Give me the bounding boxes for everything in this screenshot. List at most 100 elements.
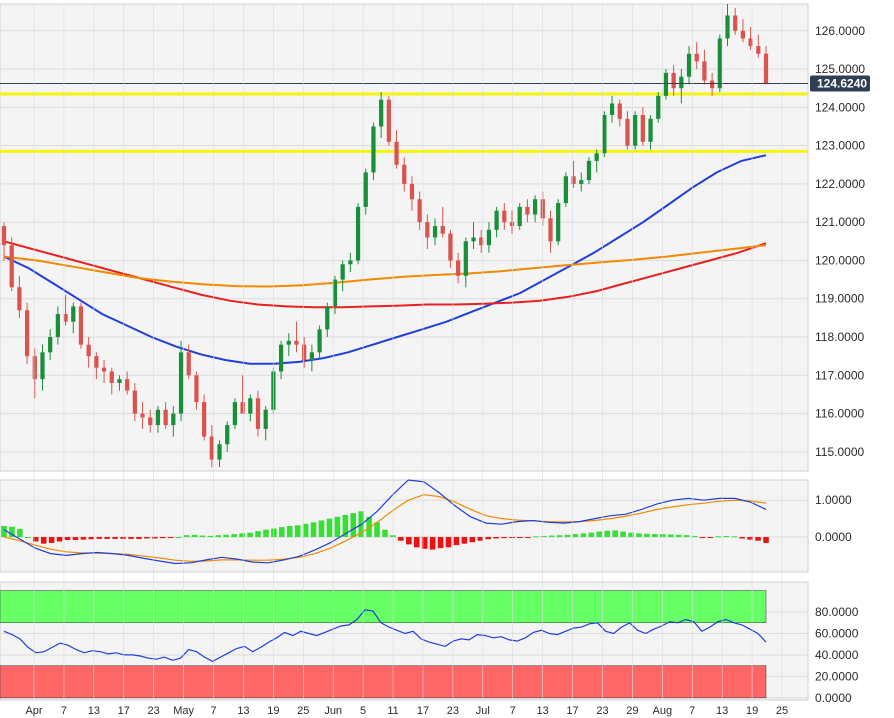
candle-body [386, 99, 391, 142]
macd-histogram-bar [302, 523, 309, 538]
candle-body [255, 398, 261, 429]
candle-body [425, 222, 430, 238]
macd-histogram-bar [461, 537, 468, 544]
macd-histogram-bar [152, 537, 158, 539]
candle [140, 402, 145, 429]
macd-histogram-bar [548, 535, 555, 538]
candle [48, 329, 53, 360]
candle [32, 348, 37, 399]
candle [371, 122, 376, 181]
macd-histogram-bar [191, 534, 198, 538]
candle [694, 42, 699, 70]
rsi-oversold-zone [0, 665, 767, 699]
macd-histogram-bar [628, 532, 634, 538]
macd-histogram-bar [342, 514, 349, 538]
candle-body [132, 390, 137, 414]
time-tick-label: 17 [417, 705, 429, 717]
macd-histogram-bar [247, 532, 253, 538]
macd-histogram-bar [72, 537, 79, 540]
macd-histogram-bar [279, 527, 285, 538]
candle [756, 34, 761, 58]
candle-body [232, 402, 238, 426]
candle-body [24, 310, 30, 357]
candle [163, 402, 168, 429]
candle [1, 222, 7, 261]
candle-body [155, 409, 161, 426]
macd-histogram-bar [429, 537, 436, 550]
rsi-y-axis: 80.0000 60.0000 40.0000 20.0000 0.0000 [815, 605, 859, 705]
candle [363, 168, 368, 215]
candle-body [625, 118, 630, 146]
candle-body [186, 352, 191, 376]
macd-histogram-bar [485, 537, 491, 540]
macd-histogram-bar [112, 537, 118, 539]
price-y-tick: 116.0000 [815, 407, 864, 421]
rsi-zones [0, 590, 767, 699]
price-y-tick: 115.0000 [815, 445, 864, 459]
candle-body [71, 306, 76, 322]
candle-body [32, 356, 37, 380]
time-tick-label: 19 [746, 705, 758, 717]
candle [63, 294, 68, 326]
candle-body [509, 222, 515, 227]
candle-body [363, 172, 368, 207]
candle-body [517, 206, 522, 227]
candle-body [63, 314, 68, 322]
candle-body [671, 72, 676, 89]
candle-body [379, 99, 384, 127]
candle [733, 7, 738, 35]
candle-body [340, 264, 345, 280]
candle-body [317, 329, 322, 353]
candle [409, 176, 415, 211]
candle-body [148, 417, 153, 426]
time-tick-label: Aug [653, 705, 673, 717]
macd-histogram-bar [763, 537, 769, 543]
candle [309, 344, 314, 372]
macd-histogram-bar [699, 537, 706, 539]
macd-histogram-bar [660, 534, 666, 538]
macd-histogram-bar [64, 537, 71, 540]
macd-histogram-bar [533, 536, 539, 538]
macd-panel: 1.0000 0.0000 [0, 479, 852, 573]
candle [494, 206, 499, 238]
candle [132, 382, 137, 422]
macd-histogram-bar [183, 535, 190, 538]
candle-body [448, 233, 453, 261]
candle-body [525, 206, 530, 215]
time-tick-label: 25 [776, 705, 788, 717]
candle [186, 344, 191, 380]
macd-histogram-bar [652, 534, 658, 538]
candle [178, 340, 184, 422]
candle-body [432, 226, 438, 238]
candle-body [402, 164, 407, 184]
candle-body [171, 413, 176, 426]
candle [9, 237, 14, 292]
candle-body [479, 237, 484, 246]
candle [202, 394, 207, 441]
price-y-tick: 124.0000 [815, 100, 865, 114]
candle-body [763, 53, 769, 84]
macd-histogram-bar [286, 526, 293, 538]
macd-histogram-bar [366, 516, 372, 538]
candle-body [456, 260, 461, 276]
candle-body [371, 126, 376, 173]
candle [479, 229, 484, 253]
macd-histogram-bar [56, 537, 63, 542]
candle [332, 275, 338, 315]
candle-body [225, 425, 230, 445]
macd-plot-bg [0, 479, 809, 573]
candle-body [609, 103, 615, 116]
macd-histogram-bar [120, 537, 126, 539]
candle-body [178, 352, 184, 414]
macd-histogram-bar [96, 537, 103, 539]
rsi-y-tick: 0.0000 [815, 691, 852, 705]
candle [255, 390, 261, 437]
macd-histogram-bar [215, 535, 222, 538]
last-price-tag [810, 75, 870, 92]
candle [55, 306, 60, 345]
candle-body [55, 314, 60, 338]
time-tick-label: 7 [689, 705, 695, 717]
candle [509, 210, 515, 234]
candle-body [194, 375, 199, 403]
candle [517, 203, 522, 230]
